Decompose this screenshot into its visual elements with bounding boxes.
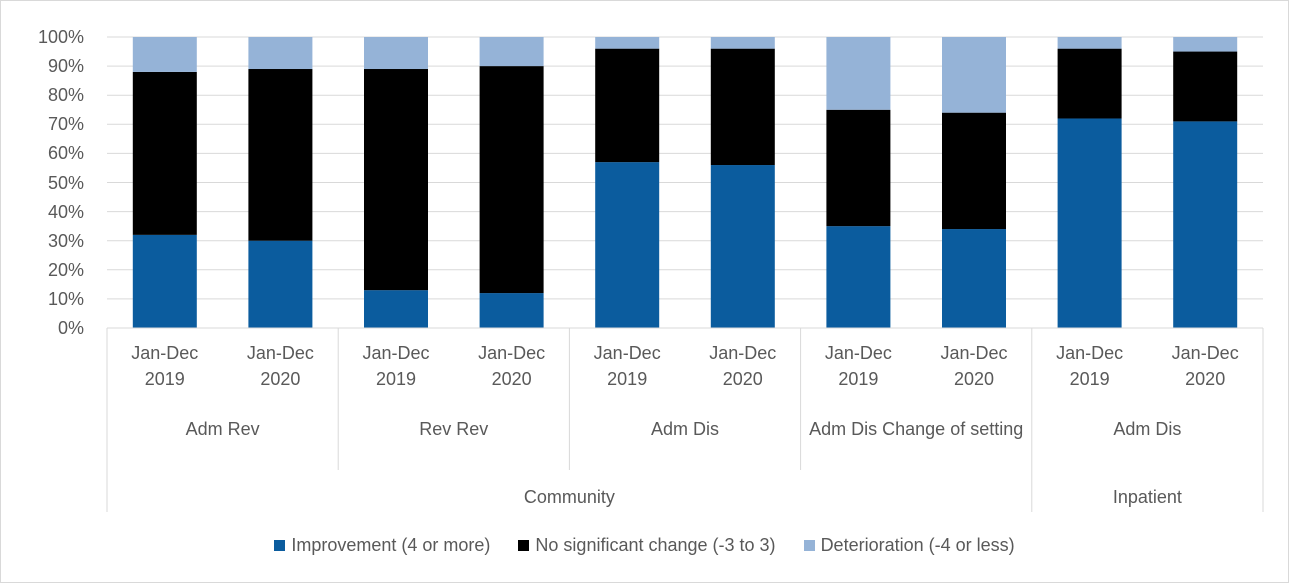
group-label: Adm Rev (185, 419, 260, 439)
bar-segment (826, 226, 891, 328)
y-tick-label: 80% (47, 85, 84, 106)
y-tick-label: 20% (47, 259, 84, 280)
x-tick-label: Jan-Dec 2019 (131, 343, 199, 389)
bar-segment (710, 37, 775, 49)
y-tick-label: 90% (47, 56, 84, 77)
group-label: Rev Rev (419, 419, 489, 439)
bar-segment (132, 37, 197, 72)
bar-segment (595, 162, 660, 328)
bar-segment (1057, 37, 1122, 49)
bar-segment (132, 234, 197, 328)
group-label: Adm Dis Change of setting (809, 419, 1024, 439)
y-tick-label: 40% (47, 201, 84, 222)
bar-segment (364, 69, 428, 291)
legend-swatch (803, 540, 815, 551)
y-tick-label: 70% (47, 114, 84, 135)
group-label: Adm Dis (650, 419, 719, 439)
supergroup-label: Community (523, 487, 615, 507)
y-tick-label: 0% (57, 318, 84, 338)
bar-segment (248, 240, 313, 328)
bar-segment (595, 48, 660, 163)
legend: Improvement (4 or more) No significant ch… (0, 535, 1289, 556)
legend-label: No significant change (-3 to 3) (535, 535, 776, 555)
bar-segment (132, 71, 197, 235)
bar-segment (826, 37, 891, 110)
y-tick-label: 10% (47, 288, 84, 309)
bar-segment (364, 290, 428, 328)
x-tick-label: Jan-Dec 2019 (593, 343, 661, 389)
bar-segment (479, 66, 544, 294)
bar-segment (826, 109, 891, 227)
legend-swatch (518, 540, 530, 551)
bar-segment (364, 37, 428, 70)
legend-item: Improvement (4 or more) (274, 535, 490, 556)
bar-segment (479, 293, 544, 328)
y-tick-label: 30% (47, 230, 84, 251)
legend-swatch (274, 540, 286, 551)
bar-segment (248, 37, 313, 70)
x-tick-label: Jan-Dec 2020 (478, 343, 546, 389)
bar-segment (595, 37, 660, 49)
bar-segment (942, 229, 1006, 328)
y-tick-label: 100% (37, 27, 84, 47)
bar-segment (1057, 118, 1122, 328)
bar-segment (1173, 121, 1238, 328)
bar-segment (1173, 51, 1238, 122)
bar-segment (1173, 37, 1238, 52)
x-tick-label: Jan-Dec 2019 (1056, 343, 1124, 389)
bar-segment (248, 69, 313, 241)
bar-segment (1057, 48, 1122, 119)
legend-item: Deterioration (-4 or less) (803, 535, 1015, 556)
x-tick-label: Jan-Dec 2019 (362, 343, 430, 389)
x-tick-label: Jan-Dec 2020 (940, 343, 1008, 389)
x-tick-label: Jan-Dec 2020 (246, 343, 314, 389)
x-tick-label: Jan-Dec 2020 (1171, 343, 1239, 389)
supergroup-label: Inpatient (1112, 487, 1182, 507)
x-tick-label: Jan-Dec 2019 (824, 343, 892, 389)
bar-segment (942, 37, 1006, 113)
bar-segment (710, 48, 775, 166)
bar-segment (479, 37, 544, 67)
y-tick-label: 60% (47, 143, 84, 164)
legend-item: No significant change (-3 to 3) (518, 535, 776, 556)
x-tick-label: Jan-Dec 2020 (709, 343, 777, 389)
bar-segment (942, 112, 1006, 230)
legend-label: Improvement (4 or more) (291, 535, 491, 555)
bar-segment (710, 165, 775, 328)
y-tick-label: 50% (47, 172, 84, 193)
group-label: Adm Dis (1113, 419, 1182, 439)
legend-label: Deterioration (-4 or less) (820, 535, 1015, 555)
